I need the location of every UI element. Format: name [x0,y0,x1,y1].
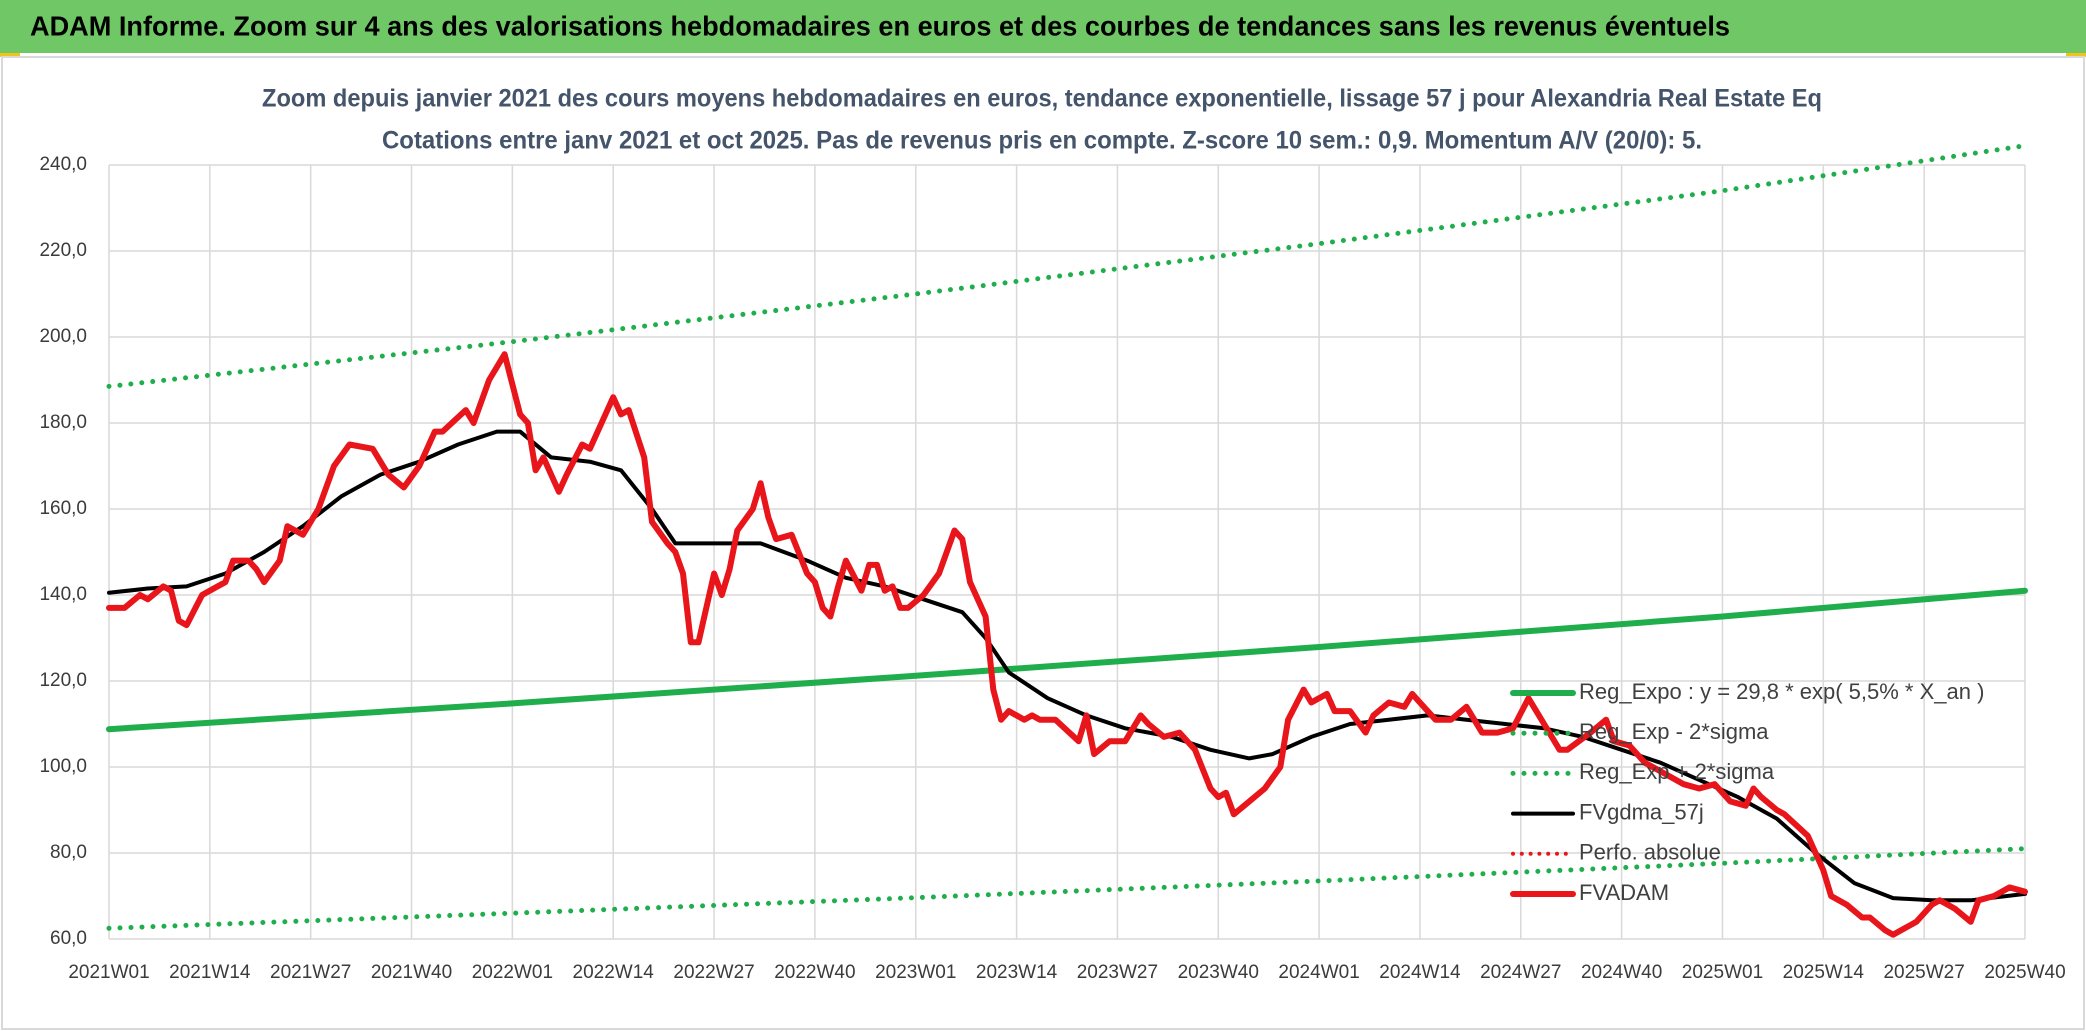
y-tick-label: 80,0 [50,842,87,863]
y-tick-label: 180,0 [39,412,87,433]
x-tick-label: 2025W14 [1783,962,1865,983]
x-tick-label: 2023W14 [976,962,1058,983]
y-tick-label: 220,0 [39,240,87,261]
x-tick-label: 2022W01 [472,962,553,983]
x-tick-label: 2021W40 [371,962,452,983]
x-tick-label: 2022W27 [673,962,754,983]
x-tick-label: 2025W01 [1682,962,1763,983]
x-tick-label: 2024W01 [1278,962,1359,983]
legend-label: Reg_Expo : y = 29,8 * exp( 5,5% * X_an ) [1579,679,1984,704]
x-tick-label: 2021W14 [169,962,251,983]
x-tick-label: 2022W40 [774,962,855,983]
x-tick-label: 2023W27 [1077,962,1158,983]
x-tick-label: 2023W40 [1178,962,1259,983]
chart-frame [1,56,2085,1030]
legend-label: FVgdma_57j [1579,799,1704,824]
legend: Reg_Expo : y = 29,8 * exp( 5,5% * X_an )… [1510,679,1984,905]
x-tick-label: 2021W27 [270,962,351,983]
x-tick-label: 2024W40 [1581,962,1662,983]
legend-label: Perfo. absolue [1579,840,1721,865]
grid: 60,0 80,0 100,0 120,0 140,0 160,0 180,0 200,0 22… [39,154,2065,983]
chart-subtitle: Cotations entre janv 2021 et oct 2025. P… [382,127,1702,155]
series-line [106,351,2028,938]
series-line [107,429,2027,903]
y-tick-label: 100,0 [39,756,87,777]
header-title: ADAM Informe. Zoom sur 4 ans des valoris… [30,10,1730,41]
x-tick-label: 2024W14 [1379,962,1461,983]
chart-title: Zoom depuis janvier 2021 des cours moyen… [262,85,1822,113]
header-band [0,0,2086,53]
plot-area [106,143,2028,938]
x-tick-label: 2021W01 [68,962,149,983]
y-tick-label: 140,0 [39,584,87,605]
accent [0,53,20,57]
x-tick-label: 2022W14 [573,962,655,983]
accent [2066,53,2086,57]
y-tick-label: 160,0 [39,498,87,519]
legend-label: FVADAM [1579,880,1669,905]
x-tick-label: 2025W27 [1883,962,1964,983]
series-line [106,587,2028,733]
x-tick-label: 2023W01 [875,962,956,983]
y-tick-label: 120,0 [39,670,87,691]
y-tick-label: 60,0 [50,928,87,949]
legend-label: Reg_Exp - 2*sigma [1579,719,1769,744]
x-tick-label: 2024W27 [1480,962,1561,983]
y-tick-label: 200,0 [39,326,87,347]
y-tick-label: 240,0 [39,154,87,175]
x-tick-label: 2025W40 [1984,962,2065,983]
legend-label: Reg_Exp + 2*sigma [1579,759,1775,784]
